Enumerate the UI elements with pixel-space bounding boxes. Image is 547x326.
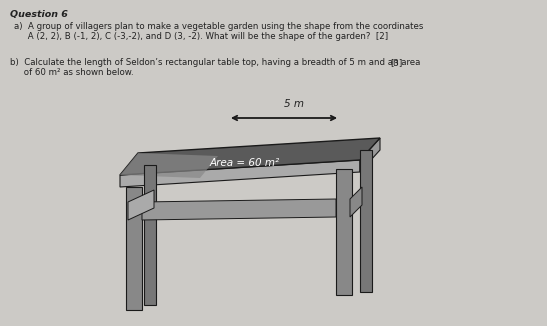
Polygon shape [144, 165, 156, 305]
Text: A (2, 2), B (-1, 2), C (-3,-2), and D (3, -2). What will be the shape of the gar: A (2, 2), B (-1, 2), C (-3,-2), and D (3… [14, 32, 388, 41]
Polygon shape [128, 190, 154, 220]
Text: 5 m: 5 m [284, 99, 304, 109]
Text: b)  Calculate the length of Seldon’s rectangular table top, having a breadth of : b) Calculate the length of Seldon’s rect… [10, 58, 421, 67]
Polygon shape [120, 160, 360, 187]
Polygon shape [120, 138, 380, 175]
Text: a)  A group of villagers plan to make a vegetable garden using the shape from th: a) A group of villagers plan to make a v… [14, 22, 423, 31]
Polygon shape [142, 199, 336, 220]
Polygon shape [126, 187, 142, 310]
Polygon shape [336, 169, 352, 295]
Text: of 60 m² as shown below.: of 60 m² as shown below. [10, 68, 133, 77]
Polygon shape [360, 138, 380, 172]
Text: [3]: [3] [390, 58, 402, 67]
Polygon shape [350, 187, 362, 217]
Polygon shape [360, 150, 372, 292]
Text: Area = 60 m²: Area = 60 m² [210, 158, 280, 168]
Text: Question 6: Question 6 [10, 10, 68, 19]
Polygon shape [120, 153, 218, 178]
